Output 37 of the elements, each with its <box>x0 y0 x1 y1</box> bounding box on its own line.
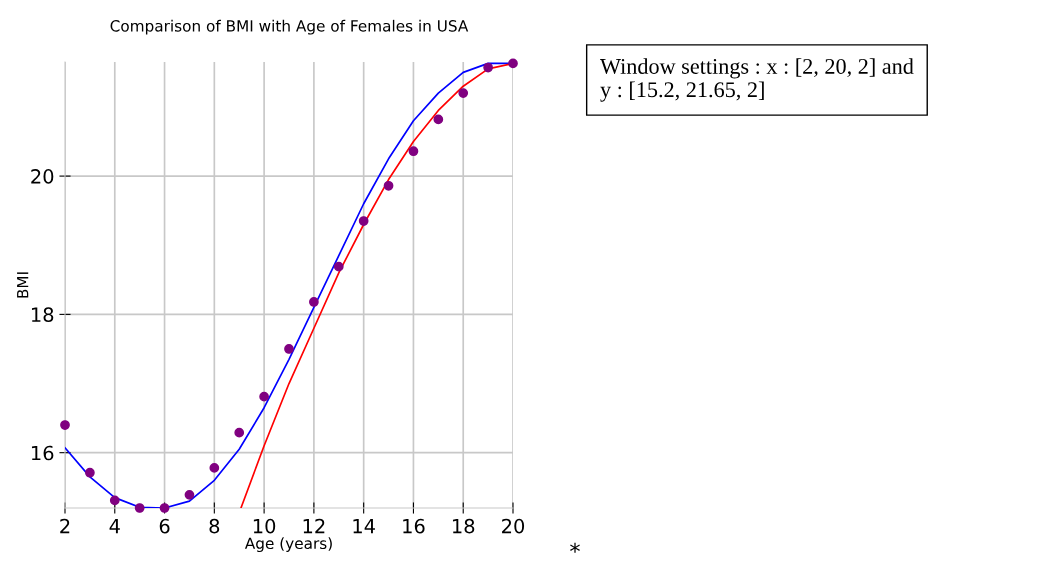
point <box>433 114 444 125</box>
point <box>209 463 220 473</box>
chart-title: Comparison of BMI with Age of Females in USA <box>110 19 469 35</box>
point <box>358 216 369 226</box>
point <box>508 58 518 69</box>
point <box>109 495 120 506</box>
x-tick-label: 14 <box>353 519 375 534</box>
point <box>333 261 344 272</box>
y-tick-label: 18 <box>31 307 54 323</box>
point <box>408 146 419 157</box>
point <box>134 503 145 513</box>
point <box>259 391 269 402</box>
x-tick-label: 2 <box>60 518 70 534</box>
point <box>483 62 493 73</box>
x-tick-label: 8 <box>209 518 220 534</box>
x-axis-title: Age (years) <box>244 537 332 553</box>
y-axis-title: BMI <box>17 272 29 298</box>
x-tick-label: 6 <box>159 518 170 534</box>
point <box>60 420 70 430</box>
x-tick-label: 12 <box>303 518 325 534</box>
x-tick-label: 10 <box>253 518 276 534</box>
point <box>383 180 394 191</box>
point <box>309 297 319 307</box>
y-tick-label: 16 <box>31 445 54 461</box>
y-tick-label: 20 <box>31 169 54 184</box>
point <box>284 344 294 354</box>
text: * <box>570 542 580 553</box>
x-tick-label: 20 <box>502 518 525 534</box>
x-tick-label: 18 <box>452 518 475 534</box>
point <box>85 467 95 478</box>
x-tick-label: 4 <box>109 519 120 534</box>
point <box>159 503 170 513</box>
point <box>458 88 469 98</box>
point <box>184 490 195 500</box>
text: Window settings : x : [2, 20, 2] and y : [15.2, 21.65, 2] <box>600 58 914 102</box>
point <box>234 427 245 438</box>
x-tick-label: 16 <box>403 518 425 534</box>
